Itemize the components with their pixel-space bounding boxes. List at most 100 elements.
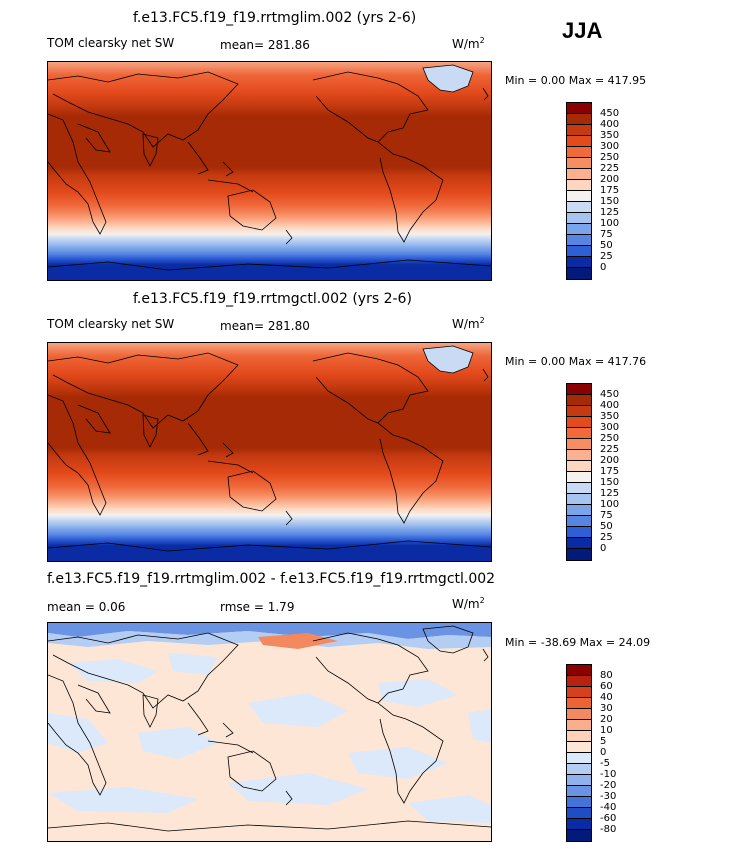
colorbar-tick-label: 25 bbox=[600, 532, 613, 543]
colorbar-swatch bbox=[567, 808, 591, 819]
colorbar-tick-label: 200 bbox=[600, 174, 620, 185]
colorbar-swatch bbox=[567, 731, 591, 742]
colorbar-swatch bbox=[567, 698, 591, 709]
colorbar-tick-label: 30 bbox=[600, 703, 613, 714]
colorbar-swatch bbox=[567, 202, 591, 213]
colorbar-swatch bbox=[567, 439, 591, 450]
panel-title: f.e13.FC5.f19_f19.rrtmgctl.002 (yrs 2-6) bbox=[133, 291, 412, 307]
map-panel-3 bbox=[47, 622, 492, 842]
map-panel-2 bbox=[47, 342, 492, 562]
colorbar-tick-label: 0 bbox=[600, 262, 607, 273]
colorbar-tick-label: -80 bbox=[600, 824, 617, 835]
colorbar-swatch bbox=[567, 147, 591, 158]
colorbar-swatch bbox=[567, 753, 591, 764]
colorbar-swatch bbox=[567, 103, 591, 114]
colorbar-swatch bbox=[567, 549, 591, 560]
colorbar-tick-label: -5 bbox=[600, 758, 610, 769]
colorbar-tick-label: 20 bbox=[600, 714, 613, 725]
colorbar-swatch bbox=[567, 428, 591, 439]
colorbar-swatch bbox=[567, 268, 591, 279]
colorbar-tick-label: 5 bbox=[600, 736, 607, 747]
units-label: W/m2 bbox=[452, 596, 485, 611]
rmse-label: rmse = 1.79 bbox=[220, 600, 295, 614]
colorbar-swatch bbox=[567, 191, 591, 202]
colorbar-swatch bbox=[567, 676, 591, 687]
colorbar-tick-label: 10 bbox=[600, 725, 613, 736]
colorbar-swatch bbox=[567, 687, 591, 698]
colorbar-swatch bbox=[567, 505, 591, 516]
colorbar-tick-label: -30 bbox=[600, 791, 617, 802]
season-label: JJA bbox=[562, 18, 603, 43]
colorbar-swatch bbox=[567, 709, 591, 720]
colorbar-tick-label: -60 bbox=[600, 813, 617, 824]
variable-label: TOM clearsky net SW bbox=[47, 317, 175, 331]
colorbar-swatch bbox=[567, 483, 591, 494]
colorbar-tick-label: -10 bbox=[600, 769, 617, 780]
colorbar-tick-label: 175 bbox=[600, 185, 620, 196]
colorbar-tick-label: 225 bbox=[600, 163, 620, 174]
colorbar-swatch bbox=[567, 775, 591, 786]
colorbar-tick-label: 300 bbox=[600, 141, 620, 152]
colorbar-tick-label: 350 bbox=[600, 130, 620, 141]
colorbar-tick-label: 125 bbox=[600, 488, 620, 499]
colorbar-swatch bbox=[567, 235, 591, 246]
colorbar-tick-label: 75 bbox=[600, 510, 613, 521]
colorbar-swatch bbox=[567, 538, 591, 549]
colorbar-swatch bbox=[567, 246, 591, 257]
colorbar-tick-label: 350 bbox=[600, 411, 620, 422]
units-label: W/m2 bbox=[452, 316, 485, 331]
colorbar-tick-label: 75 bbox=[600, 229, 613, 240]
colorbar-swatch bbox=[567, 494, 591, 505]
colorbar-tick-label: 150 bbox=[600, 477, 620, 488]
colorbar-tick-label: 175 bbox=[600, 466, 620, 477]
colorbar-swatch bbox=[567, 527, 591, 538]
colorbar-tick-label: 100 bbox=[600, 499, 620, 510]
colorbar-swatch bbox=[567, 797, 591, 808]
colorbar bbox=[566, 102, 592, 280]
colorbar-swatch bbox=[567, 125, 591, 136]
panel-title: f.e13.FC5.f19_f19.rrtmglim.002 (yrs 2-6) bbox=[133, 10, 417, 26]
map-field bbox=[48, 623, 491, 841]
colorbar-swatch bbox=[567, 395, 591, 406]
colorbar-swatch bbox=[567, 169, 591, 180]
colorbar-tick-label: 25 bbox=[600, 251, 613, 262]
colorbar-swatch bbox=[567, 665, 591, 676]
colorbar-swatch bbox=[567, 213, 591, 224]
colorbar-swatch bbox=[567, 180, 591, 191]
colorbar-swatch bbox=[567, 114, 591, 125]
colorbar-tick-label: 0 bbox=[600, 747, 607, 758]
colorbar-swatch bbox=[567, 830, 591, 841]
mean-label: mean = 0.06 bbox=[47, 600, 126, 614]
colorbar-swatch bbox=[567, 158, 591, 169]
colorbar-tick-label: 125 bbox=[600, 207, 620, 218]
minmax-label: Min = -38.69 Max = 24.09 bbox=[505, 636, 651, 649]
colorbar-tick-label: 60 bbox=[600, 681, 613, 692]
colorbar-tick-label: 300 bbox=[600, 422, 620, 433]
colorbar-swatch bbox=[567, 461, 591, 472]
map-panel-1 bbox=[47, 61, 492, 281]
colorbar-tick-label: 450 bbox=[600, 389, 620, 400]
colorbar-swatch bbox=[567, 136, 591, 147]
variable-label: TOM clearsky net SW bbox=[47, 36, 175, 50]
minmax-label: Min = 0.00 Max = 417.95 bbox=[505, 74, 647, 87]
colorbar-swatch bbox=[567, 472, 591, 483]
colorbar-swatch bbox=[567, 764, 591, 775]
colorbar-tick-label: 80 bbox=[600, 670, 613, 681]
colorbar-swatch bbox=[567, 450, 591, 461]
colorbar-swatch bbox=[567, 257, 591, 268]
colorbar-swatch bbox=[567, 786, 591, 797]
mean-label: mean= 281.86 bbox=[220, 38, 310, 52]
colorbar-tick-label: 50 bbox=[600, 521, 613, 532]
minmax-label: Min = 0.00 Max = 417.76 bbox=[505, 355, 647, 368]
colorbar-swatch bbox=[567, 384, 591, 395]
colorbar-tick-label: 50 bbox=[600, 240, 613, 251]
colorbar-tick-label: -40 bbox=[600, 802, 617, 813]
colorbar-tick-label: 0 bbox=[600, 543, 607, 554]
colorbar-tick-label: -20 bbox=[600, 780, 617, 791]
units-label: W/m2 bbox=[452, 36, 485, 51]
colorbar-tick-label: 225 bbox=[600, 444, 620, 455]
mean-label: mean= 281.80 bbox=[220, 319, 310, 333]
panel-title: f.e13.FC5.f19_f19.rrtmglim.002 - f.e13.F… bbox=[47, 571, 496, 587]
colorbar-swatch bbox=[567, 819, 591, 830]
colorbar-tick-label: 250 bbox=[600, 433, 620, 444]
